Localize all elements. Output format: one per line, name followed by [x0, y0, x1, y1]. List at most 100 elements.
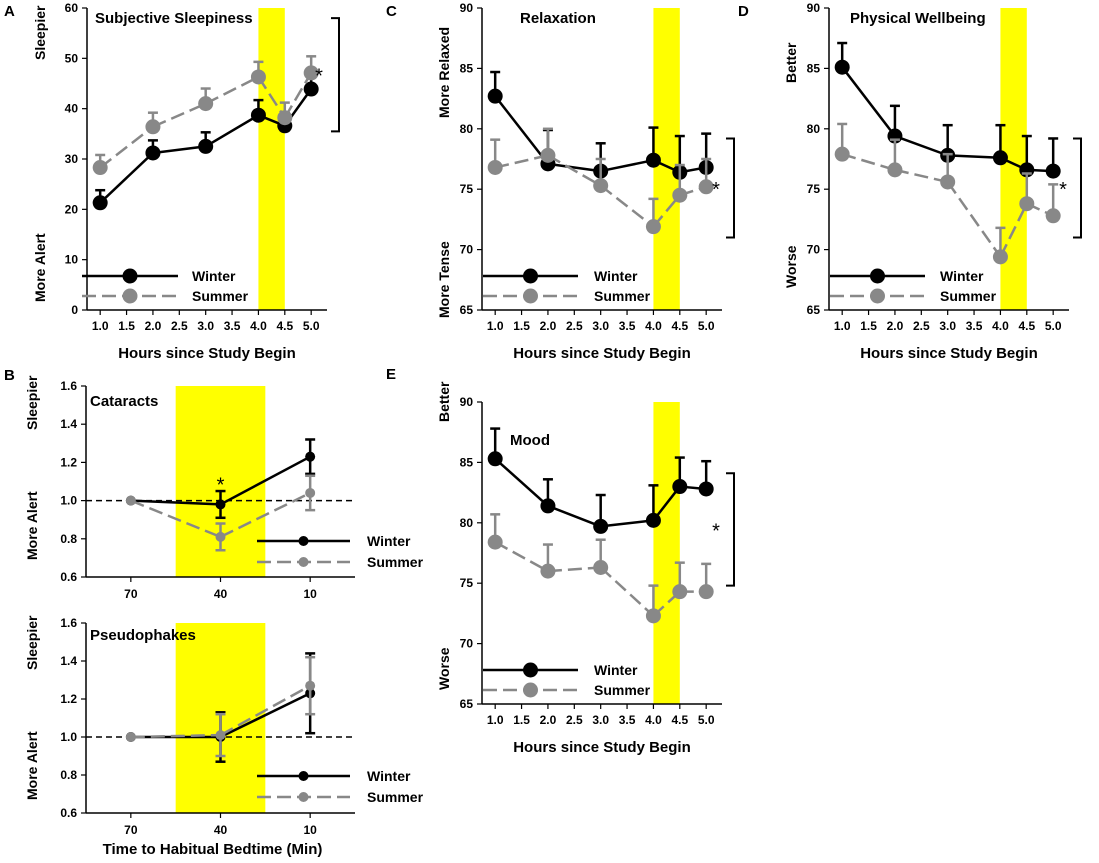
- data-point: [1045, 208, 1061, 224]
- y-tick-label: 1.0: [60, 730, 77, 744]
- x-tick-label: 3.0: [939, 319, 956, 333]
- legend-marker-summer: [298, 792, 309, 802]
- y-tick-label: 0.6: [60, 570, 77, 584]
- y-tick-label: 1.2: [60, 692, 77, 706]
- legend-marker-winter: [298, 771, 309, 781]
- series-line-segment: [494, 95, 549, 165]
- significance-star: *: [712, 520, 720, 542]
- y-tick-label: 1.4: [60, 654, 77, 668]
- data-point: [215, 531, 226, 542]
- x-tick-label: 1.0: [487, 713, 504, 727]
- series-line-segment: [547, 154, 602, 187]
- data-point: [487, 159, 503, 175]
- chart-panel-c: 65 70 75 80 85 90 1.0 1.5 2.0 2.5 3.0 3.5 4.0 4.5 5.0 C…: [386, 1, 735, 362]
- chart-title: Physical Wellbeing: [850, 10, 986, 27]
- legend-marker-winter: [870, 268, 885, 284]
- series-line-segment: [599, 184, 655, 228]
- x-tick-label: 4.5: [1018, 319, 1035, 333]
- y-label-top: Sleepier: [24, 375, 40, 430]
- y-tick-label: 40: [65, 102, 79, 116]
- data-point: [305, 451, 316, 462]
- panel-letter: C: [386, 3, 397, 20]
- data-point: [698, 179, 714, 195]
- x-tick-label: 2.5: [566, 319, 583, 333]
- data-point: [277, 110, 293, 126]
- series-line-segment: [841, 152, 896, 172]
- significance-bracket: [1073, 137, 1082, 239]
- chart-panel-b1: 0.6 0.8 1.0 1.2 1.4 1.6 70 40 10 B Cataracts Sleepi…: [4, 367, 424, 601]
- x-tick-label: 4.0: [992, 319, 1009, 333]
- x-tick-label: 5.0: [1045, 319, 1062, 333]
- series-line-segment: [152, 145, 206, 155]
- x-tick-label: 1.5: [513, 713, 530, 727]
- data-point: [940, 174, 956, 190]
- series-line-segment: [841, 66, 896, 137]
- series-line-segment: [999, 203, 1028, 258]
- chart-title: Relaxation: [520, 10, 596, 27]
- data-point: [672, 187, 688, 203]
- y-label-top: Better: [436, 381, 452, 422]
- y-tick-label: 0.8: [60, 532, 77, 546]
- highlight-band: [258, 8, 285, 310]
- series-line-segment: [219, 491, 311, 539]
- data-point: [645, 512, 661, 528]
- data-point: [487, 534, 503, 550]
- x-tick-label: 4.5: [671, 319, 688, 333]
- y-tick-label: 30: [65, 152, 79, 166]
- y-tick-label: 1.6: [60, 379, 77, 393]
- data-point: [593, 518, 609, 534]
- data-point: [834, 59, 850, 75]
- series-line-segment: [494, 457, 549, 507]
- x-tick-label: 1.0: [92, 319, 109, 333]
- data-point: [593, 178, 609, 194]
- x-axis-label: Hours since Study Begin: [513, 739, 691, 756]
- series-summer: [125, 474, 316, 552]
- series-line-segment: [257, 76, 286, 119]
- y-tick-label: 65: [460, 697, 474, 711]
- data-point: [215, 499, 226, 510]
- data-point: [540, 563, 556, 579]
- significance-star: *: [712, 179, 720, 201]
- data-point: [487, 88, 503, 104]
- highlight-band: [653, 402, 680, 704]
- y-tick-label: 70: [460, 243, 474, 257]
- data-point: [1045, 163, 1061, 179]
- series-summer: [834, 122, 1061, 265]
- x-tick-label: 2.0: [540, 319, 557, 333]
- significance-star: *: [315, 66, 323, 88]
- x-axis-label: Hours since Study Begin: [513, 345, 691, 362]
- x-tick-label: 1.0: [487, 319, 504, 333]
- x-tick-label: 1.5: [860, 319, 877, 333]
- y-tick-label: 75: [460, 576, 474, 590]
- y-label-bottom: More Tense: [436, 241, 452, 318]
- y-tick-label: 85: [807, 61, 821, 75]
- legend-label-summer: Summer: [940, 288, 997, 304]
- y-tick-label: 75: [807, 182, 821, 196]
- significance-bracket: [331, 17, 340, 133]
- x-tick-label: 3.5: [966, 319, 983, 333]
- y-tick-label: 80: [460, 516, 474, 530]
- series-line-segment: [130, 733, 221, 739]
- y-tick-label: 85: [460, 61, 474, 75]
- x-tick-label: 1.5: [118, 319, 135, 333]
- series-line-segment: [894, 134, 949, 157]
- data-point: [198, 138, 214, 154]
- x-tick-label: 10: [303, 823, 317, 837]
- data-point: [198, 96, 214, 112]
- data-point: [698, 481, 714, 497]
- y-tick-label: 90: [460, 1, 474, 15]
- y-tick-label: 10: [65, 253, 79, 267]
- x-tick-label: 2.0: [145, 319, 162, 333]
- x-tick-label: 4.0: [645, 713, 662, 727]
- x-tick-label: 5.0: [698, 319, 715, 333]
- legend-label-winter: Winter: [594, 662, 638, 678]
- series-summer: [487, 127, 714, 235]
- legend-label-summer: Summer: [367, 789, 424, 805]
- data-point: [645, 608, 661, 624]
- data-point: [593, 559, 609, 575]
- legend-label-winter: Winter: [192, 268, 236, 284]
- series-line-segment: [947, 154, 1001, 160]
- data-point: [305, 487, 316, 498]
- series-winter: [92, 73, 319, 211]
- data-point: [834, 146, 850, 162]
